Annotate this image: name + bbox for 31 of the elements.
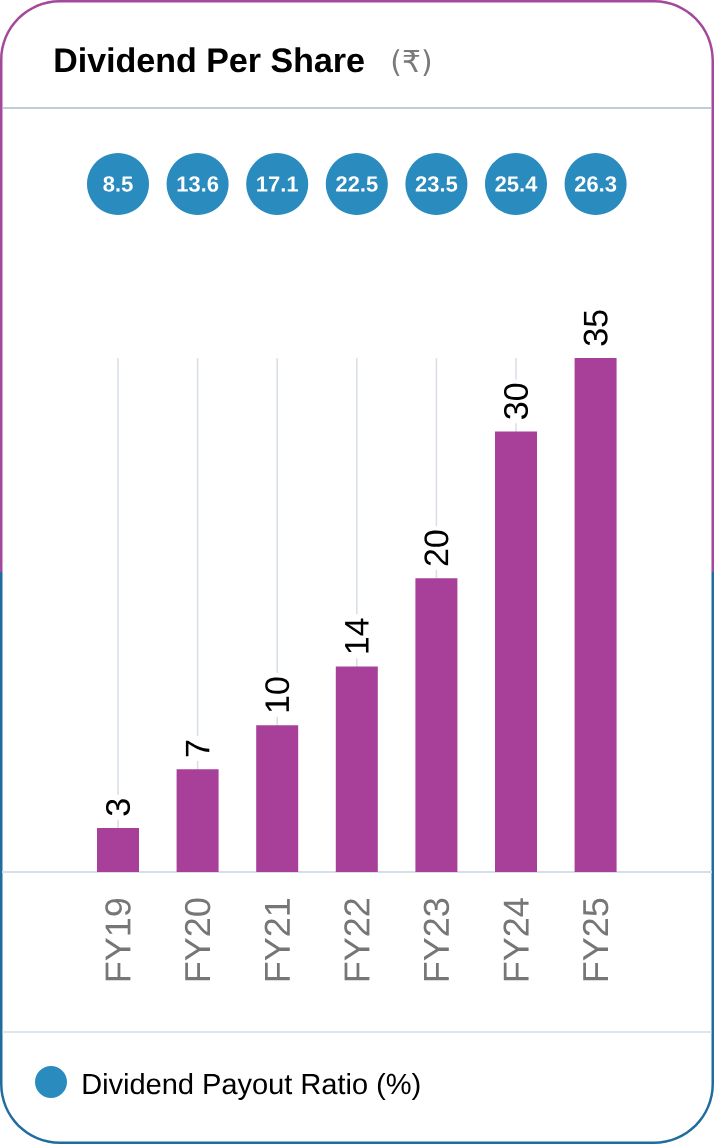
bar — [574, 357, 617, 872]
x-tick-label: FY21 — [264, 898, 290, 981]
data-label: 3 — [105, 799, 131, 816]
x-tick-label: FY23 — [423, 898, 450, 981]
bar — [495, 431, 537, 872]
data-label: 30 — [503, 383, 529, 419]
data-label: 13.6 — [177, 176, 219, 192]
x-tick-label: FY24 — [503, 898, 529, 981]
bar — [97, 827, 139, 872]
data-label: 14 — [345, 618, 369, 653]
data-label: 17.1 — [257, 176, 298, 192]
chart-subtitle: (₹) — [392, 49, 431, 76]
x-tick-label: FY22 — [344, 898, 370, 981]
bar — [415, 578, 458, 872]
data-label: 35 — [583, 310, 608, 346]
data-label: 26.3 — [574, 176, 617, 192]
x-tick-label: FY25 — [582, 898, 609, 981]
data-label: 23.5 — [415, 176, 458, 192]
bar — [256, 725, 299, 872]
bar — [335, 666, 378, 872]
x-tick-label: FY20 — [184, 898, 211, 981]
data-label: 10 — [265, 677, 290, 712]
data-label: 22.5 — [336, 176, 378, 192]
data-label: 8.5 — [103, 176, 133, 192]
x-tick-label: FY19 — [105, 898, 131, 981]
legend-label: Dividend Payout Ratio (%) — [83, 1072, 420, 1101]
bar — [176, 769, 219, 872]
data-label: 20 — [424, 530, 449, 566]
chart-title: Dividend Per Share — [55, 47, 364, 73]
data-label: 7 — [185, 740, 210, 757]
data-label: 25.4 — [495, 176, 538, 192]
